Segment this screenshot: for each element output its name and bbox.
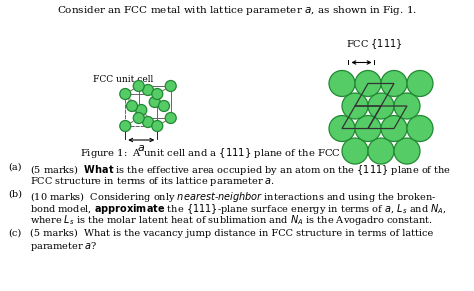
Circle shape <box>143 84 154 95</box>
Text: FCC structure in terms of its lattice parameter $a$.: FCC structure in terms of its lattice pa… <box>30 175 275 187</box>
Circle shape <box>152 120 163 132</box>
Text: where $L_s$ is the molar latent heat of sublimation and $N_A$ is the Avogadro co: where $L_s$ is the molar latent heat of … <box>30 213 433 227</box>
Text: FCC unit cell: FCC unit cell <box>93 75 154 84</box>
Circle shape <box>165 113 176 123</box>
Polygon shape <box>125 94 157 126</box>
Circle shape <box>407 116 433 141</box>
Text: (5 marks)  $\bf{What}$ is the effective area occupied by an atom on the $\{111\}: (5 marks) $\bf{What}$ is the effective a… <box>30 163 451 177</box>
Circle shape <box>342 93 368 119</box>
Circle shape <box>329 116 355 141</box>
Circle shape <box>158 100 170 111</box>
Circle shape <box>165 81 176 91</box>
Text: Figure 1:  A unit cell and a $\{111\}$ plane of the FCC structure.: Figure 1: A unit cell and a $\{111\}$ pl… <box>80 146 394 160</box>
Text: FCC $\{111\}$: FCC $\{111\}$ <box>346 37 403 51</box>
Circle shape <box>355 116 381 141</box>
Text: (5 marks)  What is the vacancy jump distance in FCC structure in terms of lattic: (5 marks) What is the vacancy jump dista… <box>30 228 433 238</box>
Circle shape <box>136 104 147 116</box>
Circle shape <box>127 100 137 111</box>
Circle shape <box>355 70 381 97</box>
Circle shape <box>394 93 420 119</box>
Circle shape <box>152 88 163 100</box>
Circle shape <box>149 97 160 107</box>
Circle shape <box>381 116 407 141</box>
Circle shape <box>133 113 144 123</box>
Text: Consider an FCC metal with lattice parameter $a$, as shown in Fig. 1.: Consider an FCC metal with lattice param… <box>57 4 417 17</box>
Circle shape <box>381 70 407 97</box>
Text: parameter $a$?: parameter $a$? <box>30 240 98 253</box>
Text: (a): (a) <box>8 163 21 172</box>
Circle shape <box>368 138 394 164</box>
Circle shape <box>329 70 355 97</box>
Circle shape <box>394 138 420 164</box>
Circle shape <box>407 70 433 97</box>
Circle shape <box>120 120 131 132</box>
Text: (b): (b) <box>8 190 22 199</box>
Circle shape <box>342 138 368 164</box>
Text: (10 marks)  Considering only $\it{nearest}$-$\it{neighbor}$ interactions and usi: (10 marks) Considering only $\it{nearest… <box>30 190 436 204</box>
Text: $a$: $a$ <box>137 143 146 153</box>
Circle shape <box>133 81 144 91</box>
Circle shape <box>368 93 394 119</box>
Text: bond model, $\bf{approximate}$ the $\{111\}$-plane surface energy in terms of $a: bond model, $\bf{approximate}$ the $\{11… <box>30 201 447 216</box>
Text: (c): (c) <box>8 228 21 237</box>
Circle shape <box>120 88 131 100</box>
Circle shape <box>143 116 154 127</box>
